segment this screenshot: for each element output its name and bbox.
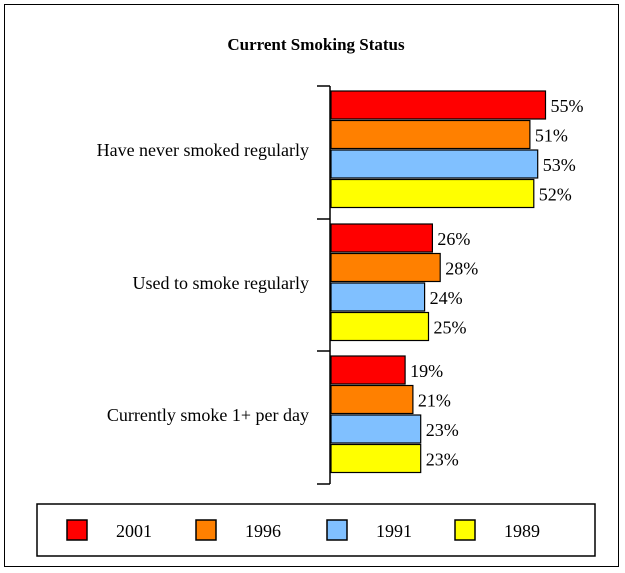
data-label: 23% [426,449,459,469]
legend-box [36,503,596,557]
data-label: 19% [410,361,443,381]
bar-1991 [330,282,426,312]
bar-1989 [330,311,430,342]
data-label: 25% [434,317,467,337]
bar-1996 [330,384,414,415]
legend-swatch-1996 [195,519,217,541]
data-label: 28% [445,258,478,278]
legend-swatch-2001 [66,519,88,541]
category-label: Have never smoked regularly [97,140,309,160]
data-label: 26% [437,229,470,249]
category-label: Currently smoke 1+ per day [107,405,309,425]
chart-title: Current Smoking Status [227,35,405,54]
legend-swatch-1989 [454,519,476,541]
bars [330,90,547,474]
data-label: 55% [551,96,584,116]
bar-1996 [330,119,531,150]
bar-1991 [330,414,422,444]
bar-2001 [330,90,547,120]
data-label: 24% [430,288,463,308]
data-label: 53% [543,155,576,175]
legend-label: 1996 [245,521,281,541]
bar-2001 [330,223,434,253]
data-labels: 55% 51% 53% 52% 26% 28% 24% 25% 19% 21% 23% 23% [410,96,583,470]
bar-1991 [330,149,539,179]
category-label: Used to smoke regularly [133,273,309,293]
legend-label: 1991 [376,521,412,541]
legend-label: 2001 [116,521,152,541]
bar-1996 [330,252,441,283]
legend-label: 1989 [504,521,540,541]
bar-1989 [330,443,422,474]
data-label: 23% [426,420,459,440]
data-label: 51% [535,125,568,145]
data-label: 52% [539,184,572,204]
bar-1989 [330,178,535,209]
legend-swatch-1991 [326,519,348,541]
category-axis [317,85,331,485]
bar-2001 [330,355,406,385]
category-labels: Have never smoked regularly Used to smoke… [97,140,309,425]
data-label: 21% [418,390,451,410]
legend: 2001 1996 1991 1989 [66,519,540,541]
